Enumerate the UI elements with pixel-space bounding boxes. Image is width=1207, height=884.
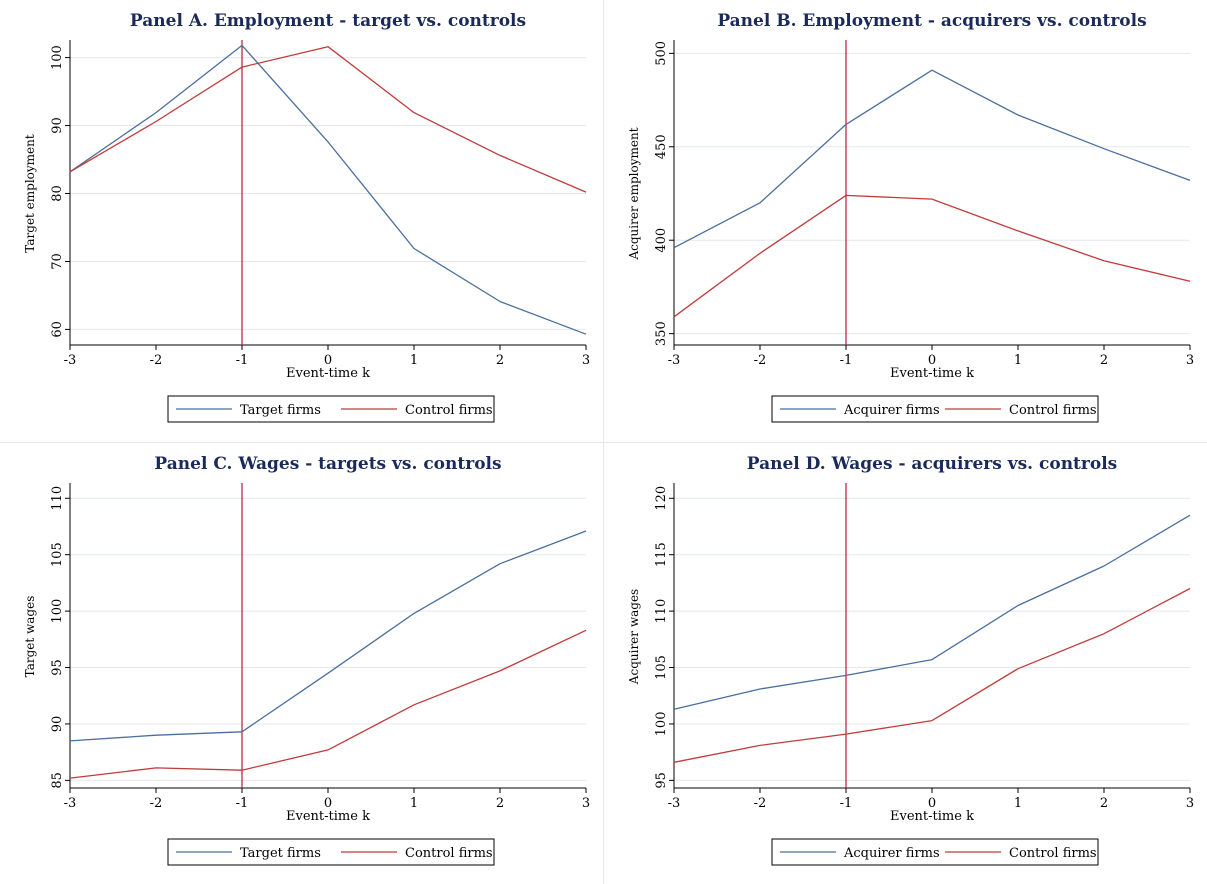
panel-d-chart: Panel D. Wages - acquirers vs. controls 9… xyxy=(627,454,1194,866)
horizontal-divider xyxy=(0,442,1207,443)
panel-a-chart: Panel A. Employment - target vs. control… xyxy=(23,11,590,423)
legend-label: Control firms xyxy=(1009,403,1097,418)
y-tick-label: 100 xyxy=(50,45,65,70)
x-axis-label: Event-time k xyxy=(890,809,974,824)
x-tick-label: 0 xyxy=(928,353,936,368)
x-tick-label: -2 xyxy=(150,353,163,368)
series-line-treated xyxy=(673,514,1191,710)
chart-title: Panel C. Wages - targets vs. controls xyxy=(154,454,501,474)
panel-b-chart: Panel B. Employment - acquirers vs. cont… xyxy=(627,11,1194,423)
x-axis-label: Event-time k xyxy=(890,366,974,381)
legend-label: Acquirer firms xyxy=(843,403,940,418)
y-tick-label: 80 xyxy=(50,185,65,202)
y-tick-label: 60 xyxy=(50,321,65,338)
y-axis-label: Target employment xyxy=(23,134,37,253)
y-tick-label: 100 xyxy=(654,712,669,737)
x-tick-label: -3 xyxy=(668,796,681,811)
x-tick-label: 1 xyxy=(410,796,418,811)
x-tick-label: 0 xyxy=(928,796,936,811)
x-tick-label: -1 xyxy=(840,353,853,368)
x-tick-label: 3 xyxy=(1186,353,1194,368)
y-tick-label: 110 xyxy=(50,486,65,511)
x-axis-label: Event-time k xyxy=(286,809,370,824)
series-line-control xyxy=(673,587,1191,763)
x-tick-label: -3 xyxy=(64,353,77,368)
y-tick-label: 400 xyxy=(654,228,669,253)
y-tick-label: 95 xyxy=(654,772,669,789)
y-tick-label: 90 xyxy=(50,117,65,134)
x-tick-label: 3 xyxy=(1186,796,1194,811)
series-line-treated xyxy=(673,69,1191,249)
x-tick-label: -1 xyxy=(236,796,249,811)
x-tick-label: 2 xyxy=(496,796,504,811)
x-tick-label: -1 xyxy=(840,796,853,811)
y-tick-label: 85 xyxy=(50,772,65,789)
x-tick-label: 2 xyxy=(1100,796,1108,811)
x-tick-label: -2 xyxy=(754,796,767,811)
chart-title: Panel A. Employment - target vs. control… xyxy=(130,11,526,31)
x-tick-label: 2 xyxy=(496,353,504,368)
y-tick-label: 115 xyxy=(654,542,669,567)
legend-label: Target firms xyxy=(240,846,321,861)
y-axis-label: Acquirer wages xyxy=(627,589,641,685)
y-tick-label: 350 xyxy=(654,321,669,346)
chart-title: Panel D. Wages - acquirers vs. controls xyxy=(747,454,1117,474)
x-tick-label: -2 xyxy=(754,353,767,368)
x-tick-label: 0 xyxy=(324,796,332,811)
series-line-treated xyxy=(69,44,587,335)
x-tick-label: -3 xyxy=(64,796,77,811)
x-tick-label: 1 xyxy=(1014,353,1022,368)
legend-label: Acquirer firms xyxy=(843,846,940,861)
legend-label: Control firms xyxy=(1009,846,1097,861)
y-tick-label: 70 xyxy=(50,253,65,270)
y-tick-label: 95 xyxy=(50,659,65,676)
legend-label: Control firms xyxy=(405,403,493,418)
y-tick-label: 90 xyxy=(50,716,65,733)
x-tick-label: -2 xyxy=(150,796,163,811)
series-line-control xyxy=(673,194,1191,318)
x-tick-label: 1 xyxy=(1014,796,1022,811)
y-tick-label: 100 xyxy=(50,599,65,624)
series-line-treated xyxy=(69,530,587,742)
y-tick-label: 120 xyxy=(654,486,669,511)
y-tick-label: 450 xyxy=(654,134,669,159)
y-axis-label: Target wages xyxy=(23,596,37,678)
y-axis-label: Acquirer employment xyxy=(627,127,641,260)
x-tick-label: 0 xyxy=(324,353,332,368)
y-tick-label: 105 xyxy=(654,655,669,680)
y-tick-label: 500 xyxy=(654,41,669,66)
panel-c-chart: Panel C. Wages - targets vs. controls 85 9… xyxy=(23,454,590,866)
y-tick-label: 105 xyxy=(50,542,65,567)
chart-title: Panel B. Employment - acquirers vs. cont… xyxy=(717,11,1146,31)
x-tick-label: 3 xyxy=(582,796,590,811)
legend-label: Control firms xyxy=(405,846,493,861)
x-tick-label: 1 xyxy=(410,353,418,368)
legend-label: Target firms xyxy=(240,403,321,418)
x-tick-label: 3 xyxy=(582,353,590,368)
series-line-control xyxy=(69,629,587,779)
x-tick-label: -1 xyxy=(236,353,249,368)
series-line-control xyxy=(69,46,587,193)
x-tick-label: 2 xyxy=(1100,353,1108,368)
x-tick-label: -3 xyxy=(668,353,681,368)
y-tick-label: 110 xyxy=(654,599,669,624)
x-axis-label: Event-time k xyxy=(286,366,370,381)
